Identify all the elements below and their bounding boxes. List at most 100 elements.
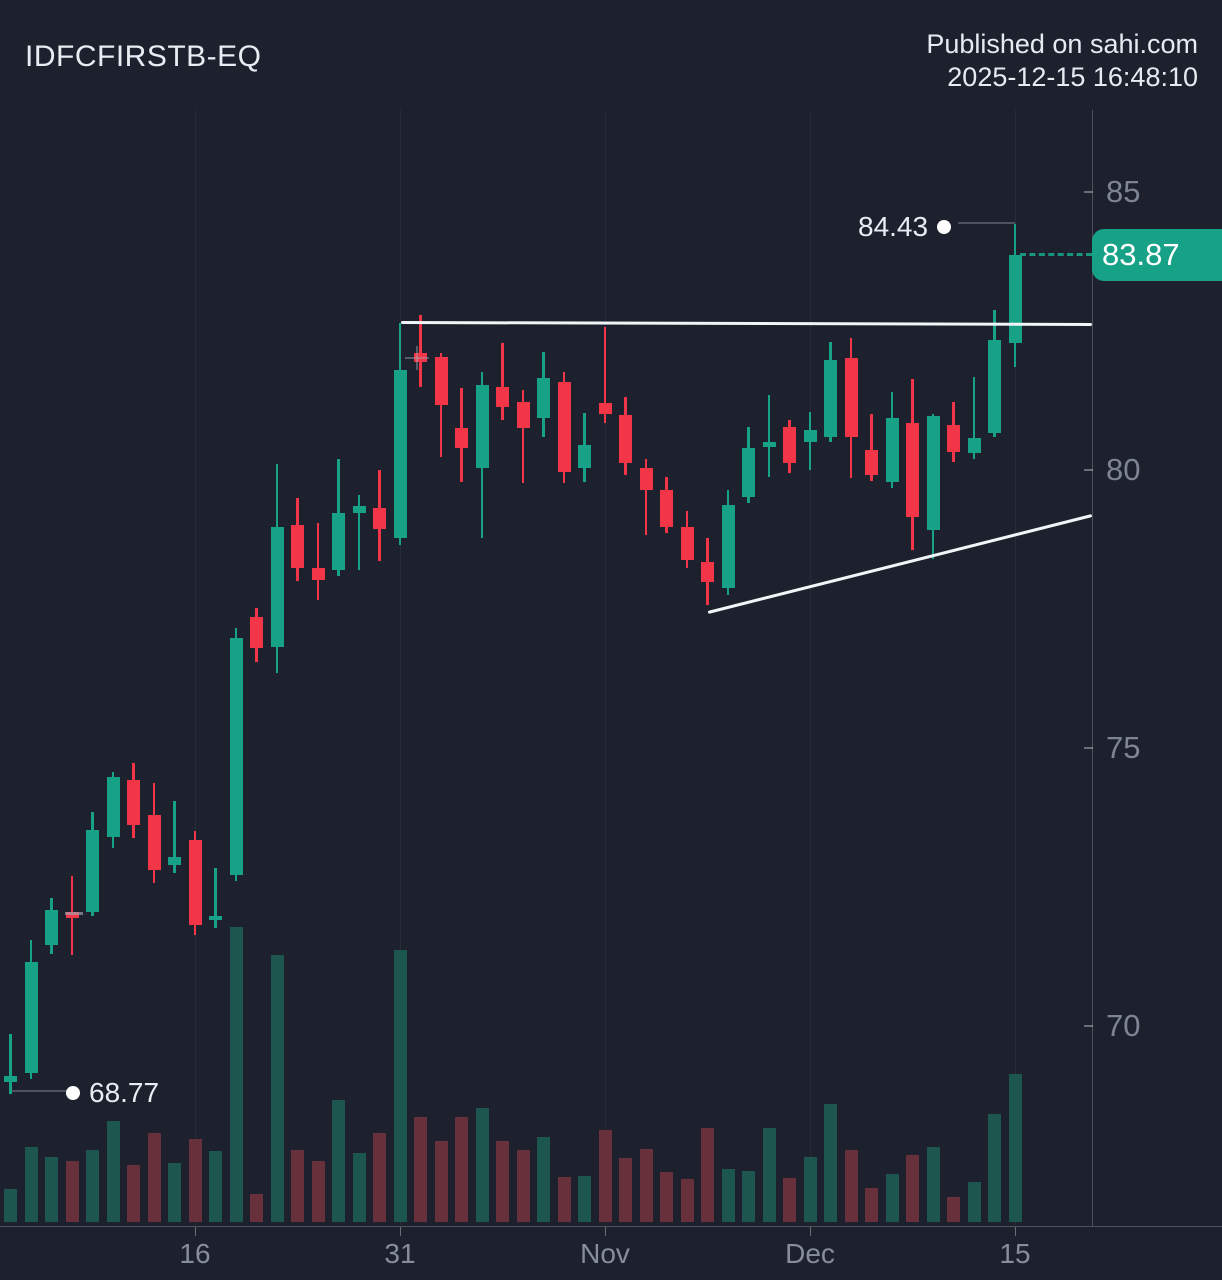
volume-bar bbox=[393, 950, 407, 1222]
candle-wick bbox=[501, 343, 504, 420]
last-price-dashed-line bbox=[1020, 253, 1092, 256]
time-axis-tick bbox=[1015, 1227, 1016, 1236]
candle-body bbox=[4, 1076, 17, 1082]
volume-bar bbox=[639, 1149, 653, 1222]
volume-bar bbox=[988, 1114, 1001, 1222]
volume-bar bbox=[209, 1151, 222, 1222]
volume-bar bbox=[947, 1197, 960, 1222]
candle-body bbox=[229, 637, 243, 875]
volume-bar bbox=[516, 1150, 530, 1222]
price-tick-label: 75 bbox=[1106, 730, 1141, 765]
candle-wick bbox=[357, 495, 361, 571]
candle-body bbox=[619, 414, 632, 463]
volume-bar bbox=[967, 1182, 981, 1222]
volume-bar bbox=[844, 1150, 858, 1222]
volume-bar bbox=[1008, 1074, 1022, 1222]
candle-body bbox=[701, 561, 714, 582]
date-tick-label: Dec bbox=[785, 1238, 835, 1269]
volume-bar bbox=[45, 1157, 58, 1222]
volume-bar bbox=[783, 1178, 796, 1222]
symbol-title: IDFCFIRSTB-EQ bbox=[25, 40, 262, 73]
volume-bar bbox=[455, 1117, 468, 1222]
volume-bar bbox=[127, 1165, 140, 1222]
doji-open-marker bbox=[65, 911, 83, 915]
volume-bar bbox=[291, 1150, 304, 1222]
volume-bar bbox=[824, 1104, 837, 1222]
candle-wick bbox=[316, 522, 320, 601]
date-tick-label: Nov bbox=[580, 1238, 630, 1269]
candle-body bbox=[250, 616, 263, 648]
volume-bar bbox=[578, 1176, 591, 1222]
vertical-gridline bbox=[1015, 110, 1016, 1226]
candle-body bbox=[762, 442, 776, 448]
candle-body bbox=[291, 525, 304, 568]
vertical-gridline bbox=[605, 110, 606, 1226]
volume-bar bbox=[188, 1139, 202, 1222]
candle-body bbox=[496, 387, 509, 407]
candle-body bbox=[24, 962, 38, 1074]
volume-bar bbox=[865, 1188, 878, 1222]
candle-wick bbox=[767, 394, 771, 478]
volume-bar bbox=[619, 1158, 632, 1222]
candle-body bbox=[373, 507, 386, 529]
volume-bar bbox=[352, 1153, 366, 1222]
candle-body bbox=[988, 339, 1001, 433]
candle-body bbox=[783, 427, 796, 463]
candle-body bbox=[106, 776, 120, 837]
volume-bar bbox=[598, 1130, 612, 1222]
low-annotation-dot bbox=[66, 1086, 80, 1100]
price-tick-label: 80 bbox=[1106, 452, 1141, 487]
vertical-gridline bbox=[195, 110, 196, 1226]
date-tick-label: 16 bbox=[179, 1238, 211, 1269]
candle-body bbox=[680, 527, 694, 561]
volume-bar bbox=[229, 927, 243, 1222]
price-axis-tick bbox=[1084, 191, 1093, 193]
volume-bar bbox=[250, 1194, 263, 1222]
volume-bar bbox=[475, 1108, 489, 1222]
date-tick-label: 31 bbox=[384, 1238, 416, 1269]
candle-wick bbox=[9, 1034, 12, 1095]
volume-bar bbox=[660, 1172, 673, 1222]
candle-body bbox=[906, 422, 919, 518]
price-axis-tick bbox=[1084, 469, 1093, 471]
volume-bar bbox=[24, 1147, 38, 1222]
candle-wick bbox=[644, 458, 648, 536]
candle-body bbox=[65, 912, 79, 919]
low-annotation-connector bbox=[12, 1090, 70, 1092]
candle-body bbox=[455, 427, 468, 448]
candle-wick bbox=[870, 414, 873, 482]
candle-body bbox=[45, 910, 58, 946]
high-annotation: 84.43 bbox=[858, 211, 952, 243]
volume-bar bbox=[86, 1150, 99, 1222]
volume-bar bbox=[557, 1177, 571, 1222]
vertical-gridline bbox=[400, 110, 401, 1226]
volume-bar bbox=[4, 1189, 17, 1222]
date-tick-label: 15 bbox=[999, 1238, 1031, 1269]
candle-body bbox=[352, 506, 366, 514]
candle-body bbox=[721, 505, 735, 588]
candle-body bbox=[578, 444, 591, 468]
volume-bar bbox=[147, 1133, 161, 1222]
candle-body bbox=[209, 915, 222, 920]
volume-bar bbox=[106, 1121, 120, 1222]
volume-bar bbox=[168, 1163, 181, 1222]
volume-bar bbox=[926, 1147, 940, 1222]
volume-bar bbox=[65, 1161, 79, 1222]
candle-body bbox=[967, 437, 981, 453]
volume-bar bbox=[332, 1100, 345, 1222]
published-timestamp: 2025-12-15 16:48:10 bbox=[947, 62, 1198, 92]
volume-bar bbox=[803, 1157, 817, 1222]
candle-wick bbox=[173, 800, 176, 873]
time-axis-tick bbox=[605, 1227, 606, 1236]
volume-bar bbox=[885, 1174, 899, 1222]
candle-body bbox=[639, 467, 653, 490]
candle-body bbox=[885, 417, 899, 483]
candle-wick bbox=[419, 314, 422, 388]
candle-body bbox=[742, 447, 755, 498]
candle-wick bbox=[603, 327, 607, 424]
